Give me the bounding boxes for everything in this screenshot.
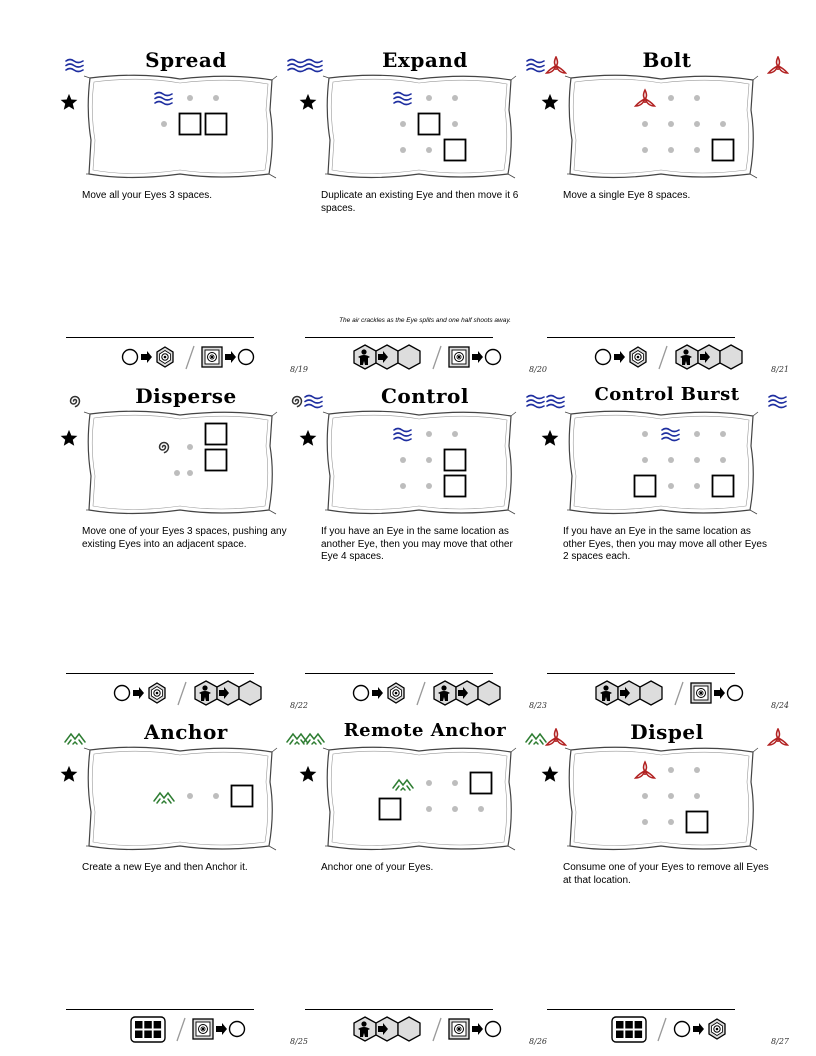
card-title: Expand: [382, 48, 468, 72]
star-icon: [541, 429, 559, 446]
spell-card: Disperse Move one of your Eyes 3 spaces,…: [60, 356, 308, 710]
star-icon: [299, 429, 317, 446]
earth-element-icon: [64, 728, 86, 746]
card-description: Consume one of your Eyes to remove all E…: [563, 862, 769, 886]
parchment-map: [83, 746, 278, 851]
card-title: Bolt: [642, 48, 692, 72]
water-element-icon: [545, 392, 567, 410]
card-number: 8/23: [529, 701, 547, 710]
water-element-icon: [525, 392, 547, 410]
card-description: If you have an Eye in the same location …: [321, 526, 513, 562]
fire-element-icon: [766, 55, 790, 74]
water-element-icon: [525, 56, 547, 74]
divider: [547, 337, 735, 338]
spell-card: Control If you have an Eye in the same l…: [299, 356, 547, 710]
water-element-icon: [303, 56, 325, 74]
card-number: 8/24: [771, 701, 789, 710]
cost-row: [611, 1016, 726, 1043]
star-icon: [60, 93, 78, 110]
spell-card: Remote Anchor Anchor one of your Eyes.: [299, 692, 547, 1046]
fire-element-icon: [544, 55, 568, 74]
card-description: Create a new Eye and then Anchor it.: [82, 862, 248, 873]
parchment-map: [322, 746, 517, 851]
parchment-map: [564, 74, 759, 179]
card-description: Move all your Eyes 3 spaces.: [82, 190, 213, 201]
card-description: Move one of your Eyes 3 spaces, pushing …: [82, 526, 287, 550]
cost-row: [352, 680, 501, 706]
fire-element-icon: [766, 727, 790, 746]
spell-card: Bolt Move a single Eye 8 spaces.: [541, 20, 790, 374]
star-icon: [299, 93, 317, 110]
spell-card: Spread Move all your Eyes 3 spaces.: [60, 20, 308, 374]
divider: [305, 337, 493, 338]
water-element-icon: [303, 392, 325, 410]
card-number: 8/27: [771, 1037, 789, 1046]
cost-row: [121, 345, 255, 370]
card-title: Control: [380, 384, 469, 408]
water-element-icon: [64, 56, 86, 74]
card-number: 8/21: [771, 365, 789, 374]
parchment-map: [322, 410, 517, 515]
divider: [66, 1009, 254, 1010]
divider: [66, 673, 254, 674]
earth-element-icon: [286, 728, 308, 746]
water-element-icon: [286, 56, 308, 74]
card-description: Anchor one of your Eyes.: [321, 862, 434, 873]
star-icon: [541, 765, 559, 782]
cost-row: [595, 680, 744, 706]
card-number: 8/19: [290, 365, 308, 374]
fire-element-icon: [544, 727, 568, 746]
card-description: Duplicate an existing Eye and then move …: [321, 190, 519, 214]
earth-element-icon: [525, 728, 547, 746]
card-number: 8/25: [290, 1037, 308, 1046]
star-icon: [60, 429, 78, 446]
cost-row: [130, 1016, 246, 1043]
card-title: Spread: [145, 48, 227, 72]
card-title: Anchor: [144, 720, 228, 744]
water-element-icon: [767, 392, 789, 410]
divider: [66, 337, 254, 338]
flavor-text: The air crackles as the Eye splits and o…: [339, 317, 511, 324]
card-description: If you have an Eye in the same location …: [563, 526, 767, 562]
spell-card: Dispel Consume one of your Eyes to remov…: [541, 692, 790, 1046]
card-title: Control Burst: [594, 384, 740, 405]
card-number: 8/20: [529, 365, 547, 374]
card-title: Remote Anchor: [343, 720, 507, 741]
card-title: Disperse: [135, 384, 237, 408]
card-description: Move a single Eye 8 spaces.: [563, 190, 691, 201]
earth-element-icon: [303, 728, 325, 746]
card-number: 8/22: [290, 701, 308, 710]
star-icon: [299, 765, 317, 782]
card-number: 8/26: [529, 1037, 547, 1046]
parchment-map: [322, 74, 517, 179]
divider: [547, 1009, 735, 1010]
cost-row: [594, 344, 743, 370]
parchment-map: [564, 746, 759, 851]
parchment-map: [83, 410, 278, 515]
cost-row: [353, 344, 502, 370]
parchment-map: [564, 410, 759, 515]
air-element-icon: [286, 392, 308, 410]
spell-card: Expand Duplicate an existing Eye and the…: [299, 20, 547, 374]
air-element-icon: [64, 392, 86, 410]
star-icon: [541, 93, 559, 110]
divider: [305, 1009, 493, 1010]
cost-row: [113, 680, 262, 706]
divider: [305, 673, 493, 674]
divider: [547, 673, 735, 674]
spell-card: Anchor Create a new Eye and then Anchor …: [60, 692, 308, 1046]
cost-row: [353, 1016, 502, 1042]
parchment-map: [83, 74, 278, 179]
star-icon: [60, 765, 78, 782]
spell-card: Control Burst If you have an Eye in the …: [541, 356, 789, 710]
card-title: Dispel: [630, 720, 704, 744]
